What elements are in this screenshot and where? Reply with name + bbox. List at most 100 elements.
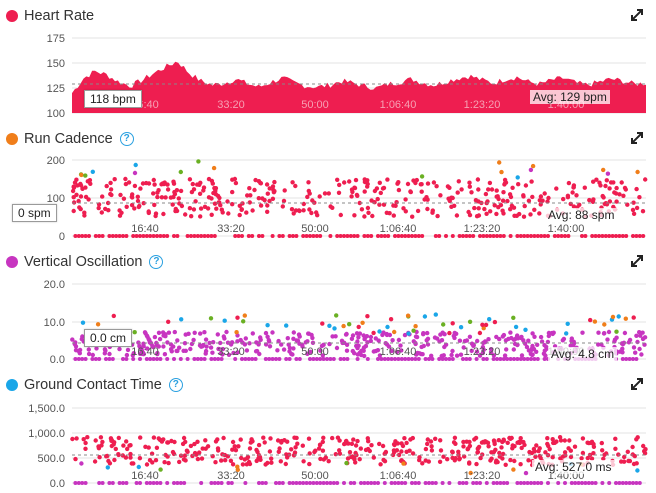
expand-icon[interactable]: [630, 8, 644, 22]
data-point: [181, 435, 187, 441]
data-point: [182, 341, 188, 346]
data-point: [77, 351, 83, 356]
data-point: [639, 352, 644, 357]
data-point: [335, 481, 340, 485]
data-point: [100, 439, 105, 445]
data-point: [170, 202, 175, 207]
data-point: [437, 234, 442, 238]
data-point: [332, 326, 337, 331]
expand-icon[interactable]: [630, 254, 644, 268]
data-point: [110, 481, 115, 485]
data-point: [429, 448, 435, 453]
data-point: [634, 205, 640, 211]
data-point: [405, 313, 411, 318]
data-point: [229, 340, 235, 345]
run-cadence-chart[interactable]: 200 100 0 16:40 33:20 50:00 1:06:40 1:23:20 1:40…: [0, 129, 656, 243]
heart-rate-tooltip: 118 bpm: [84, 90, 142, 108]
help-icon[interactable]: ?: [168, 378, 183, 392]
data-point: [235, 315, 240, 320]
data-point: [450, 357, 455, 361]
data-point: [495, 481, 499, 485]
vertical-oscillation-title-text: Vertical Oscillation: [24, 254, 143, 270]
data-point: [389, 481, 394, 485]
data-point: [291, 481, 295, 485]
data-point: [191, 187, 197, 192]
data-point: [480, 345, 486, 350]
help-icon[interactable]: ?: [119, 132, 134, 146]
data-point: [558, 438, 564, 443]
data-point: [501, 234, 506, 238]
data-point: [166, 330, 172, 335]
data-point: [585, 455, 590, 461]
data-point: [500, 439, 505, 445]
data-point: [321, 342, 326, 347]
help-icon[interactable]: ?: [149, 255, 164, 269]
data-point: [345, 234, 350, 238]
data-point: [132, 330, 137, 335]
data-point: [413, 481, 418, 485]
y-tick-label: 0.0: [50, 354, 65, 366]
data-point: [482, 206, 487, 212]
data-point: [362, 353, 367, 359]
data-point: [262, 440, 267, 445]
data-point: [535, 234, 540, 238]
data-point: [331, 481, 336, 485]
data-point: [287, 345, 293, 351]
expand-icon[interactable]: [630, 131, 644, 145]
data-point: [305, 339, 310, 344]
data-point: [211, 165, 217, 171]
data-point: [357, 457, 362, 462]
expand-icon[interactable]: [630, 377, 644, 391]
data-point: [195, 182, 200, 187]
data-point: [558, 456, 563, 461]
data-point: [515, 234, 520, 238]
data-point: [230, 447, 235, 452]
data-point: [276, 338, 281, 344]
heart-rate-legend-dot: [6, 10, 18, 22]
x-tick-label: 50:00: [301, 99, 329, 111]
data-point: [626, 340, 632, 345]
data-point: [100, 194, 105, 199]
data-point: [440, 357, 445, 361]
data-point: [220, 346, 226, 352]
data-point: [510, 185, 515, 190]
data-point: [586, 481, 591, 485]
data-point: [226, 211, 231, 216]
data-point: [212, 357, 217, 361]
data-point: [192, 234, 197, 238]
data-point: [441, 322, 446, 327]
data-point: [508, 194, 514, 200]
data-point: [235, 350, 240, 355]
run-cadence-title: Run Cadence ?: [6, 129, 134, 149]
data-point: [501, 190, 506, 195]
data-point: [571, 343, 576, 348]
data-point: [516, 182, 521, 187]
data-point: [192, 450, 198, 456]
data-point: [401, 206, 406, 211]
data-point: [444, 357, 448, 361]
data-point: [469, 348, 474, 353]
data-point: [423, 357, 428, 361]
data-point: [250, 208, 255, 213]
data-point: [498, 357, 503, 361]
data-point: [347, 179, 352, 184]
data-point: [345, 357, 350, 361]
data-point: [152, 334, 158, 340]
data-point: [289, 447, 294, 452]
data-point: [121, 234, 125, 238]
x-tick-label: 50:00: [301, 470, 329, 482]
data-point: [280, 204, 285, 209]
data-point: [413, 234, 418, 238]
data-point: [601, 195, 606, 200]
data-point: [129, 194, 134, 199]
data-point: [199, 357, 204, 361]
data-point: [477, 353, 483, 358]
ground-contact-time-chart[interactable]: 1,500.0 1,000.0 500.0 0.0 16:40 33:20 50:00 1:0…: [0, 375, 656, 493]
data-point: [216, 357, 221, 361]
data-point: [610, 314, 616, 320]
data-point: [494, 188, 499, 193]
data-point: [183, 212, 188, 217]
vertical-oscillation-tooltip: 0.0 cm: [84, 329, 133, 347]
data-point: [591, 179, 596, 184]
